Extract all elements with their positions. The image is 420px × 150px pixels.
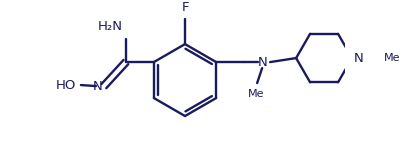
Text: HO: HO <box>55 79 76 92</box>
Text: N: N <box>354 52 364 65</box>
Text: Me: Me <box>248 89 264 99</box>
Text: H₂N: H₂N <box>98 20 123 33</box>
Text: Me: Me <box>384 53 401 63</box>
Text: N: N <box>93 80 103 93</box>
Text: F: F <box>181 1 189 14</box>
Text: N: N <box>257 56 267 69</box>
